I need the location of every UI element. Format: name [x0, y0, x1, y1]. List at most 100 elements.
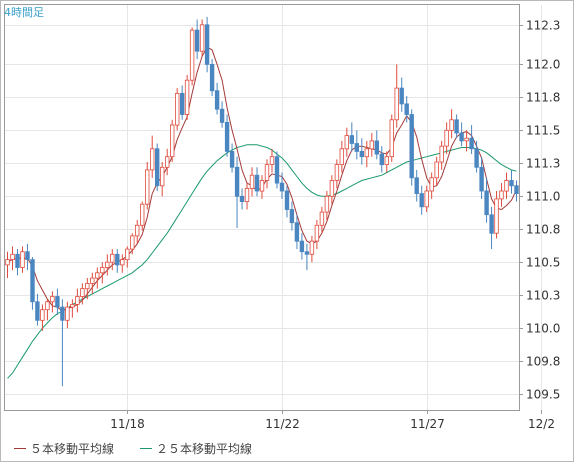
legend-label-ma25: ２５本移動平均線: [156, 441, 253, 456]
candle-body: [379, 153, 384, 166]
legend: ５本移動平均線 ２５本移動平均線: [14, 439, 278, 457]
axis-labels: 112.3 112.0 111.8 111.5 111.3 111.0 110.8 110.5…: [110, 19, 560, 432]
candle-body: [369, 140, 374, 150]
candle-body: [494, 198, 499, 234]
y-tick-label: 109.8: [526, 355, 560, 369]
candle-body: [219, 108, 225, 123]
candle-body: [130, 235, 135, 250]
legend-label-ma5: ５本移動平均線: [30, 441, 115, 456]
candle-body: [419, 193, 424, 208]
candle-body: [80, 288, 85, 297]
candle-body: [384, 156, 389, 165]
candle-body: [10, 253, 15, 261]
y-tick-label: 112.0: [526, 58, 560, 72]
candle-body: [469, 137, 474, 150]
candle-body: [329, 180, 335, 197]
candle-body: [309, 240, 315, 255]
candle-body: [304, 251, 310, 255]
candle-body: [120, 259, 125, 266]
candle-body: [149, 148, 155, 171]
candle-body: [354, 143, 359, 152]
candle-body: [204, 24, 210, 65]
candle-body: [229, 150, 235, 168]
candle-body: [110, 253, 115, 263]
candle-body: [424, 190, 429, 208]
y-tick-label: 110.0: [526, 322, 560, 336]
candle-body: [479, 166, 484, 192]
x-tick-label: 11/22: [265, 417, 300, 431]
candle-body: [100, 267, 105, 274]
y-tick-label: 110.8: [526, 223, 560, 237]
candle-body: [334, 164, 340, 181]
candle-body: [389, 119, 394, 158]
candle-body: [474, 148, 479, 168]
candle-body: [224, 122, 230, 152]
candle-body: [179, 93, 185, 115]
candle-body: [184, 79, 190, 115]
timeframe-label: 4時間足: [4, 6, 44, 19]
y-tick-label: 110.3: [526, 289, 560, 303]
candle-body: [25, 251, 30, 260]
candle-body: [414, 177, 419, 195]
candle-body: [214, 90, 220, 110]
candle-body: [509, 180, 514, 187]
y-tick-label: 111.8: [526, 91, 560, 105]
candle-body: [50, 296, 55, 303]
x-tick-label: 12/2: [528, 417, 555, 431]
candle-body: [409, 114, 414, 179]
candle-body: [20, 251, 25, 268]
candle-body: [70, 304, 75, 308]
candle-body: [289, 209, 295, 224]
legend-item-ma25: ２５本移動平均線: [140, 440, 252, 457]
plot-frame: [4, 4, 520, 411]
legend-swatch-ma5: [14, 447, 26, 449]
candle-body: [105, 261, 110, 268]
candle-body: [504, 180, 509, 192]
candle-body: [249, 174, 255, 189]
candle-body: [30, 259, 35, 303]
candle-body: [279, 182, 285, 192]
candles: [5, 16, 519, 387]
candle-body: [115, 253, 120, 266]
y-tick-label: 111.0: [526, 190, 560, 204]
candle-body: [134, 224, 140, 237]
candle-body: [319, 211, 325, 226]
x-tick-label: 11/27: [410, 417, 445, 431]
candle-body: [434, 161, 439, 179]
candle-body: [314, 224, 320, 242]
candle-body: [324, 195, 330, 213]
candle-body: [139, 203, 145, 226]
y-tick-label: 111.5: [526, 124, 560, 138]
y-tick-label: 112.3: [526, 19, 560, 33]
y-tick-label: 111.3: [526, 157, 560, 171]
candle-body: [154, 148, 160, 187]
x-tick-label: 11/18: [110, 417, 145, 431]
candle-body: [244, 187, 250, 202]
candle-body: [15, 253, 20, 268]
candle-body: [45, 301, 50, 311]
candle-body: [429, 177, 434, 192]
candle-body: [464, 137, 469, 142]
candle-body: [55, 296, 60, 308]
candle-body: [399, 87, 404, 105]
candle-body: [459, 132, 464, 142]
candle-body: [404, 103, 409, 115]
candle-body: [169, 124, 175, 158]
candle-body: [489, 214, 494, 234]
candle-body: [60, 306, 65, 321]
candle-body: [65, 306, 70, 321]
candle-body: [439, 145, 444, 163]
candle-body: [209, 64, 215, 92]
candle-body: [144, 169, 150, 205]
candle-body: [194, 29, 200, 52]
candle-body: [189, 29, 195, 81]
candle-body: [499, 190, 504, 200]
candle-body: [75, 296, 80, 305]
candle-body: [349, 135, 354, 144]
candle-body: [35, 301, 40, 321]
candle-body: [394, 87, 399, 121]
candle-body: [514, 185, 519, 194]
candle-body: [264, 164, 270, 181]
